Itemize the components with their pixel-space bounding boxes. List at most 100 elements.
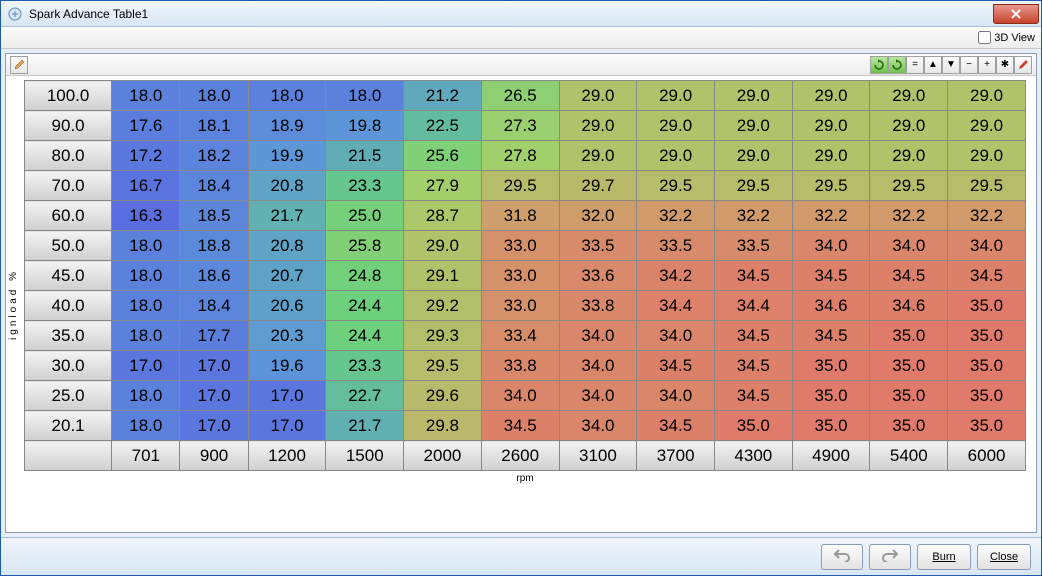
data-cell[interactable]: 18.0: [326, 81, 404, 111]
x-header[interactable]: 5400: [870, 441, 948, 471]
data-cell[interactable]: 29.0: [637, 141, 715, 171]
data-cell[interactable]: 23.3: [326, 171, 404, 201]
data-cell[interactable]: 29.0: [948, 141, 1026, 171]
data-cell[interactable]: 32.2: [637, 201, 715, 231]
data-cell[interactable]: 17.0: [112, 351, 180, 381]
data-cell[interactable]: 34.0: [481, 381, 559, 411]
data-cell[interactable]: 18.0: [248, 81, 326, 111]
data-cell[interactable]: 29.5: [481, 171, 559, 201]
y-header[interactable]: 30.0: [25, 351, 112, 381]
data-cell[interactable]: 18.0: [112, 261, 180, 291]
data-cell[interactable]: 21.2: [404, 81, 482, 111]
data-cell[interactable]: 35.0: [948, 381, 1026, 411]
data-cell[interactable]: 35.0: [948, 411, 1026, 441]
data-cell[interactable]: 20.8: [248, 171, 326, 201]
data-cell[interactable]: 34.0: [559, 381, 637, 411]
edit-icon[interactable]: [10, 56, 28, 74]
data-cell[interactable]: 18.8: [180, 231, 248, 261]
data-cell[interactable]: 18.0: [180, 81, 248, 111]
x-header[interactable]: 4900: [792, 441, 870, 471]
data-cell[interactable]: 18.2: [180, 141, 248, 171]
data-cell[interactable]: 35.0: [870, 351, 948, 381]
y-header[interactable]: 100.0: [25, 81, 112, 111]
data-cell[interactable]: 27.8: [481, 141, 559, 171]
data-cell[interactable]: 29.2: [404, 291, 482, 321]
data-cell[interactable]: 31.8: [481, 201, 559, 231]
y-header[interactable]: 50.0: [25, 231, 112, 261]
data-cell[interactable]: 29.5: [948, 171, 1026, 201]
data-cell[interactable]: 17.0: [248, 411, 326, 441]
data-cell[interactable]: 17.0: [180, 351, 248, 381]
data-cell[interactable]: 33.0: [481, 291, 559, 321]
x-header[interactable]: 3100: [559, 441, 637, 471]
data-cell[interactable]: 29.1: [404, 261, 482, 291]
data-cell[interactable]: 29.0: [637, 111, 715, 141]
data-cell[interactable]: 29.5: [714, 171, 792, 201]
x-header[interactable]: 1500: [326, 441, 404, 471]
data-cell[interactable]: 32.2: [714, 201, 792, 231]
data-cell[interactable]: 34.5: [481, 411, 559, 441]
data-cell[interactable]: 23.3: [326, 351, 404, 381]
data-cell[interactable]: 29.0: [404, 231, 482, 261]
y-header[interactable]: 60.0: [25, 201, 112, 231]
data-cell[interactable]: 21.7: [326, 411, 404, 441]
undo-button[interactable]: [821, 544, 863, 570]
x-header[interactable]: 2600: [481, 441, 559, 471]
data-cell[interactable]: 34.5: [870, 261, 948, 291]
data-cell[interactable]: 34.0: [559, 351, 637, 381]
data-cell[interactable]: 34.5: [792, 261, 870, 291]
pencil-icon[interactable]: [1014, 56, 1032, 74]
data-cell[interactable]: 18.6: [180, 261, 248, 291]
data-cell[interactable]: 34.0: [637, 381, 715, 411]
data-cell[interactable]: 29.0: [714, 81, 792, 111]
data-cell[interactable]: 29.0: [559, 111, 637, 141]
data-cell[interactable]: 29.0: [637, 81, 715, 111]
data-cell[interactable]: 33.5: [637, 231, 715, 261]
rot-cw-icon[interactable]: [888, 56, 906, 74]
data-cell[interactable]: 34.0: [637, 321, 715, 351]
data-cell[interactable]: 34.2: [637, 261, 715, 291]
data-cell[interactable]: 33.6: [559, 261, 637, 291]
data-cell[interactable]: 33.8: [559, 291, 637, 321]
data-cell[interactable]: 18.0: [112, 411, 180, 441]
data-cell[interactable]: 25.8: [326, 231, 404, 261]
data-cell[interactable]: 22.5: [404, 111, 482, 141]
data-cell[interactable]: 18.0: [112, 381, 180, 411]
data-cell[interactable]: 29.0: [714, 141, 792, 171]
tool-btn-3[interactable]: −: [960, 56, 978, 74]
data-cell[interactable]: 18.1: [180, 111, 248, 141]
data-cell[interactable]: 27.9: [404, 171, 482, 201]
data-cell[interactable]: 24.4: [326, 291, 404, 321]
data-cell[interactable]: 29.5: [404, 351, 482, 381]
data-cell[interactable]: 18.5: [180, 201, 248, 231]
data-cell[interactable]: 33.0: [481, 231, 559, 261]
data-cell[interactable]: 34.5: [948, 261, 1026, 291]
data-cell[interactable]: 29.0: [870, 111, 948, 141]
data-cell[interactable]: 34.5: [637, 351, 715, 381]
data-cell[interactable]: 25.0: [326, 201, 404, 231]
x-header[interactable]: 701: [112, 441, 180, 471]
x-header[interactable]: 2000: [404, 441, 482, 471]
data-cell[interactable]: 33.8: [481, 351, 559, 381]
data-cell[interactable]: 35.0: [792, 351, 870, 381]
data-cell[interactable]: 18.9: [248, 111, 326, 141]
data-cell[interactable]: 17.7: [180, 321, 248, 351]
data-cell[interactable]: 29.5: [870, 171, 948, 201]
data-cell[interactable]: 24.4: [326, 321, 404, 351]
data-cell[interactable]: 17.0: [180, 411, 248, 441]
data-cell[interactable]: 17.0: [180, 381, 248, 411]
data-cell[interactable]: 18.4: [180, 291, 248, 321]
data-cell[interactable]: 34.5: [714, 351, 792, 381]
data-cell[interactable]: 34.5: [714, 381, 792, 411]
data-cell[interactable]: 28.7: [404, 201, 482, 231]
data-cell[interactable]: 17.6: [112, 111, 180, 141]
data-cell[interactable]: 35.0: [948, 351, 1026, 381]
data-cell[interactable]: 29.0: [559, 81, 637, 111]
data-cell[interactable]: 32.2: [870, 201, 948, 231]
data-cell[interactable]: 18.0: [112, 321, 180, 351]
data-cell[interactable]: 32.0: [559, 201, 637, 231]
x-header[interactable]: 1200: [248, 441, 326, 471]
data-cell[interactable]: 34.0: [559, 411, 637, 441]
data-cell[interactable]: 29.0: [870, 81, 948, 111]
data-cell[interactable]: 29.0: [559, 141, 637, 171]
